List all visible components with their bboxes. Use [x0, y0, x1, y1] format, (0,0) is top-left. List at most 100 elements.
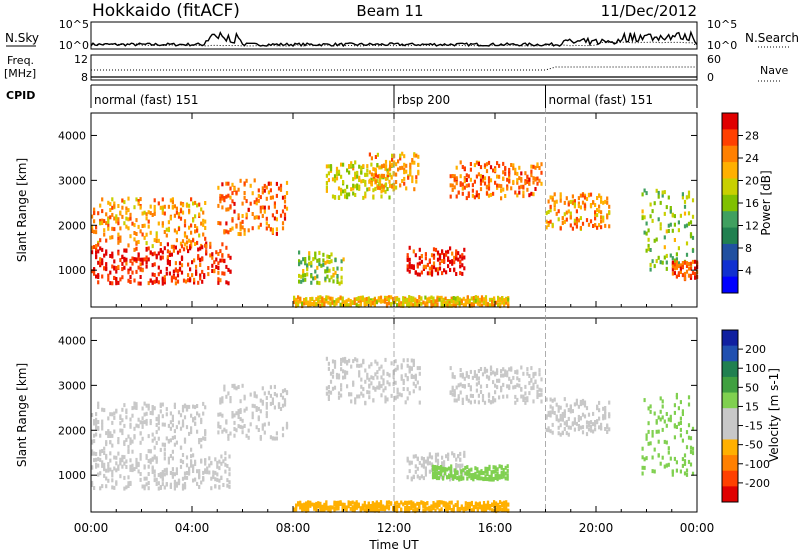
heatmap-cell: [659, 200, 662, 205]
heatmap-cell: [336, 280, 339, 284]
heatmap-cell: [433, 469, 437, 474]
heatmap-cell: [442, 500, 445, 505]
nsky-tick-bottom: 10^0: [59, 39, 89, 52]
heatmap-cell: [499, 504, 502, 509]
heatmap-cell: [323, 303, 326, 308]
heatmap-cell: [179, 241, 183, 246]
heatmap-cell: [598, 400, 601, 405]
heatmap-cell: [482, 508, 486, 513]
heatmap-cell: [534, 380, 537, 384]
heatmap-cell: [487, 186, 491, 191]
heatmap-cell: [386, 168, 389, 173]
colorbar-tick-label: -15: [745, 420, 763, 433]
heatmap-cell: [665, 463, 668, 468]
heatmap-cell: [312, 257, 315, 262]
heatmap-cell: [474, 504, 477, 509]
heatmap-cell: [549, 204, 552, 209]
heatmap-cell: [347, 500, 350, 505]
heatmap-cell: [257, 415, 260, 420]
heatmap-cell: [303, 507, 306, 512]
heatmap-cell: [193, 280, 196, 285]
heatmap-cell: [602, 414, 605, 419]
heatmap-cell: [571, 226, 574, 231]
heatmap-cell: [522, 398, 525, 402]
heatmap-cell: [465, 183, 468, 188]
heatmap-cell: [492, 370, 495, 375]
heatmap-cell: [99, 433, 102, 438]
velocity-ylabel: Slant Range [km]: [15, 363, 29, 467]
heatmap-cell: [382, 164, 386, 168]
heatmap-cell: [350, 161, 353, 166]
power-colorbar-label: Power [dB]: [759, 170, 773, 235]
heatmap-cell: [101, 463, 104, 468]
heatmap-cell: [373, 502, 376, 507]
heatmap-cell: [448, 300, 451, 305]
heatmap-cell: [245, 199, 248, 204]
heatmap-cell: [408, 391, 411, 396]
heatmap-cell: [459, 373, 462, 378]
heatmap-cell: [196, 481, 199, 486]
heatmap-cell: [565, 196, 568, 201]
heatmap-cell: [479, 384, 483, 389]
heatmap-cell: [418, 371, 421, 376]
heatmap-cell: [183, 242, 187, 247]
heatmap-cell: [495, 507, 498, 512]
heatmap-cell: [188, 238, 191, 243]
heatmap-cell: [107, 434, 110, 438]
colorbar-segment: [722, 376, 738, 394]
heatmap-cell: [466, 504, 469, 509]
heatmap-cell: [524, 181, 527, 186]
heatmap-cell: [559, 413, 562, 418]
heatmap-cell: [500, 373, 503, 378]
heatmap-cell: [113, 429, 116, 434]
heatmap-cell: [532, 399, 535, 404]
heatmap-cell: [139, 257, 142, 262]
heatmap-cell: [453, 255, 456, 260]
heatmap-cell: [214, 484, 217, 489]
heatmap-cell: [245, 212, 248, 217]
heatmap-cell: [183, 437, 187, 442]
heatmap-cell: [101, 197, 104, 202]
heatmap-cell: [141, 268, 144, 273]
heatmap-cell: [491, 297, 494, 302]
heatmap-cell: [510, 380, 513, 385]
heatmap-cell: [190, 463, 193, 468]
heatmap-cell: [691, 446, 695, 451]
heatmap-cell: [422, 508, 425, 513]
heatmap-cell: [111, 443, 114, 448]
heatmap-cell: [485, 374, 489, 379]
heatmap-cell: [233, 209, 236, 214]
heatmap-cell: [651, 259, 654, 264]
heatmap-cell: [477, 376, 480, 381]
heatmap-cell: [329, 164, 333, 169]
heatmap-cell: [389, 166, 392, 171]
heatmap-cell: [377, 508, 380, 513]
heatmap-cell: [592, 429, 595, 434]
heatmap-cell: [475, 376, 478, 381]
heatmap-cell: [273, 204, 276, 209]
heatmap-cell: [643, 188, 646, 193]
heatmap-cell: [374, 173, 377, 178]
heatmap-cell: [265, 221, 268, 226]
heatmap-cell: [457, 463, 460, 468]
heatmap-cell: [185, 463, 189, 468]
heatmap-cell: [183, 219, 187, 224]
heatmap-cell: [111, 251, 114, 256]
heatmap-cell: [181, 210, 185, 215]
heatmap-cell: [239, 232, 242, 237]
heatmap-cell: [188, 469, 191, 474]
heatmap-cell: [655, 259, 658, 264]
heatmap-cell: [247, 228, 250, 233]
heatmap-cell: [493, 503, 496, 508]
heatmap-cell: [492, 396, 495, 400]
x-axis-label: Time UT: [368, 538, 419, 552]
heatmap-cell: [463, 453, 466, 458]
heatmap-cell: [661, 190, 664, 195]
heatmap-cell: [263, 188, 266, 193]
heatmap-cell: [538, 178, 541, 183]
heatmap-cell: [524, 171, 527, 176]
heatmap-cell: [555, 211, 558, 216]
heatmap-cell: [327, 178, 330, 183]
heatmap-cell: [408, 301, 411, 305]
heatmap-cell: [217, 185, 220, 190]
